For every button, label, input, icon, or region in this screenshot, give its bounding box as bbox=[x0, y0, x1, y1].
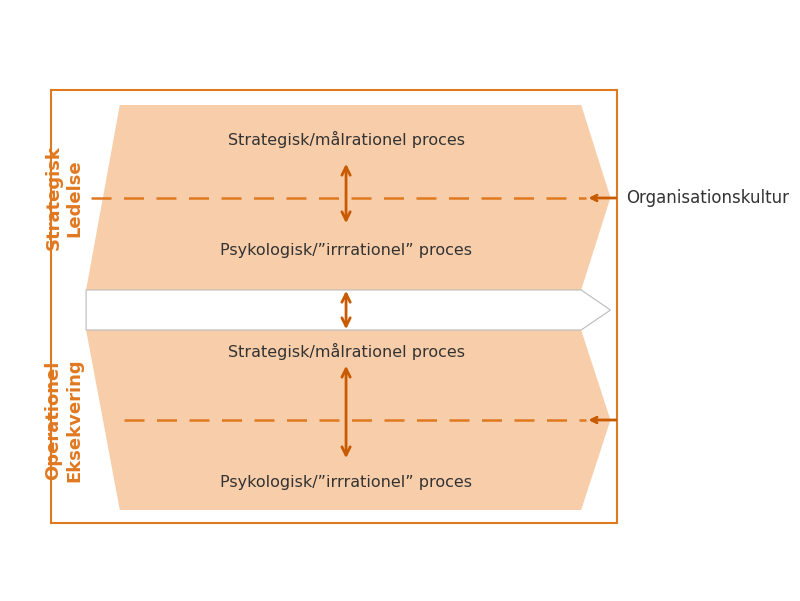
Bar bbox=[50, 90, 617, 523]
Text: Organisationskultur: Organisationskultur bbox=[626, 189, 790, 207]
Polygon shape bbox=[86, 105, 610, 290]
Text: Strategisk/målrationel proces: Strategisk/målrationel proces bbox=[227, 130, 465, 147]
Polygon shape bbox=[86, 290, 610, 330]
Text: Strategisk
Ledelse: Strategisk Ledelse bbox=[45, 145, 83, 251]
Text: Psykologisk/”irrrationel” proces: Psykologisk/”irrrationel” proces bbox=[220, 475, 472, 490]
Text: Operationel
Eksekvering: Operationel Eksekvering bbox=[45, 358, 83, 482]
Text: Psykologisk/”irrrationel” proces: Psykologisk/”irrrationel” proces bbox=[220, 243, 472, 258]
Text: Strategisk/målrationel proces: Strategisk/målrationel proces bbox=[227, 343, 465, 359]
Polygon shape bbox=[86, 330, 610, 510]
